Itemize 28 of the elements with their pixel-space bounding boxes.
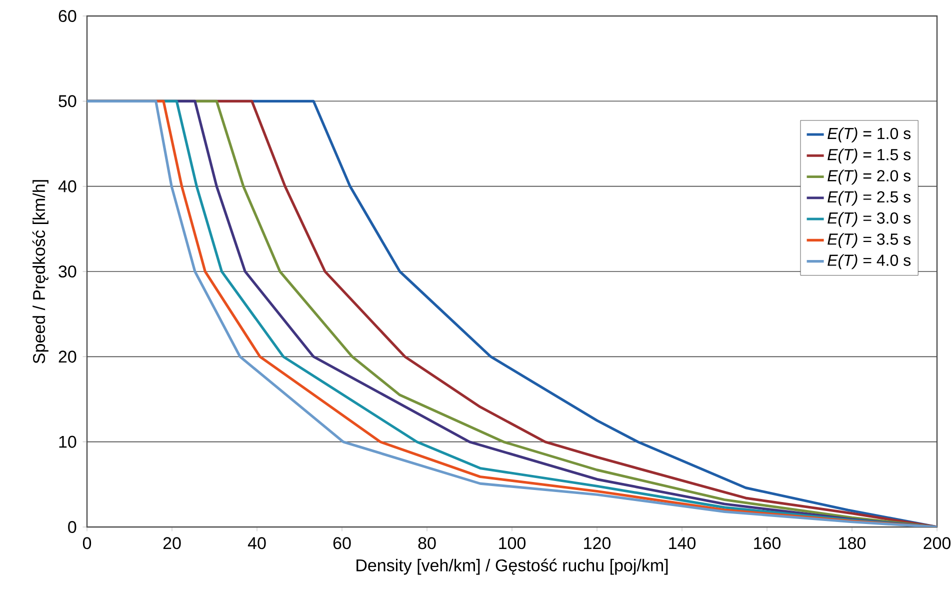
- legend-label: E(T) = 1.5 s: [828, 148, 911, 164]
- x-tick-label: 120: [584, 537, 611, 550]
- y-tick-label: 40: [58, 180, 76, 192]
- legend-label: E(T) = 1.0 s: [828, 127, 911, 142]
- y-tick-label: 60: [58, 10, 76, 22]
- legend-label: E(T) = 2.0 s: [828, 170, 911, 185]
- y-axis-title: Speed / Prędkość [km/h]: [32, 180, 48, 364]
- x-tick-label: 160: [754, 537, 781, 550]
- x-tick-label: 60: [333, 537, 351, 550]
- y-tick-label: 10: [59, 436, 76, 448]
- y-tick-label: 0: [68, 520, 76, 534]
- x-tick-label: 0: [82, 537, 92, 550]
- x-axis-title: Density [veh/km] / Gęstość ruchu [poj/km]: [356, 558, 668, 575]
- y-tick-label: 20: [58, 350, 76, 363]
- legend-label: E(T) = 3.0 s: [828, 212, 911, 227]
- legend-label: E(T) = 2.5 s: [828, 190, 911, 206]
- y-tick-label: 30: [58, 265, 76, 278]
- line-series: [87, 100, 938, 527]
- y-tick-label: 50: [58, 95, 76, 108]
- legend-label: E(T) = 3.5 s: [828, 233, 911, 248]
- x-tick-label: 40: [248, 537, 266, 550]
- x-tick-label: 180: [839, 537, 866, 550]
- x-tick-label: 80: [418, 537, 436, 550]
- x-tick-label: 200: [924, 537, 951, 550]
- x-tick-label: 20: [163, 537, 181, 550]
- legend-label: E(T) = 4.0 s: [828, 254, 911, 270]
- x-tick-label: 100: [499, 537, 526, 550]
- x-tick-label: 140: [669, 537, 696, 550]
